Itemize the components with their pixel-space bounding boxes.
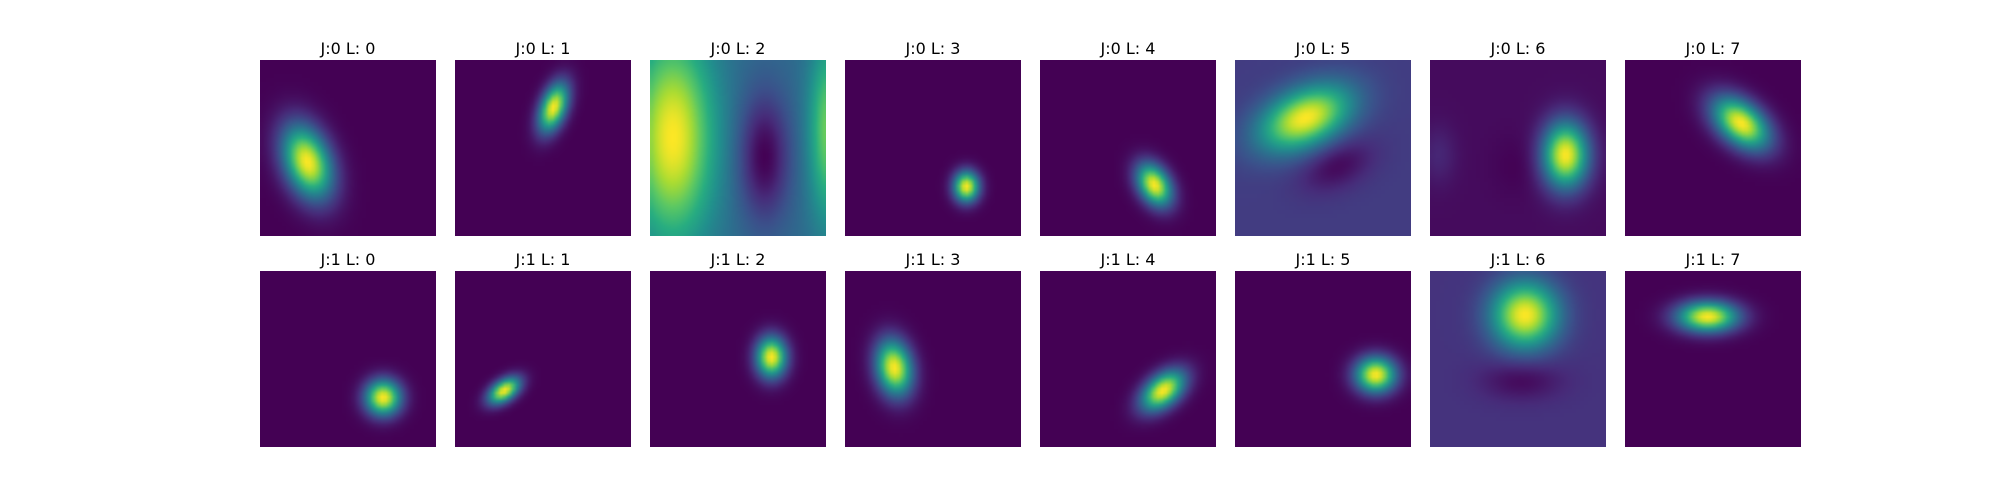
panel-title: J:1 L: 0 — [320, 250, 376, 269]
panel-title: J:1 L: 3 — [905, 250, 961, 269]
panel-j0-l4: J:0 L: 4 — [1040, 39, 1216, 236]
heatmap-image — [260, 271, 436, 447]
panel-j1-l0: J:1 L: 0 — [260, 250, 436, 447]
heatmap-image — [845, 271, 1021, 447]
panel-j0-l7: J:0 L: 7 — [1625, 39, 1801, 236]
heatmap-image — [1430, 60, 1606, 236]
heatmap-image — [1040, 60, 1216, 236]
panel-title: J:1 L: 5 — [1295, 250, 1351, 269]
panel-title: J:0 L: 3 — [905, 39, 961, 58]
panel-title: J:0 L: 1 — [515, 39, 571, 58]
panel-title: J:0 L: 0 — [320, 39, 376, 58]
heatmap-image — [1625, 60, 1801, 236]
panel-title: J:0 L: 4 — [1100, 39, 1156, 58]
heatmap-image — [455, 60, 631, 236]
panel-j1-l1: J:1 L: 1 — [455, 250, 631, 447]
panel-j1-l5: J:1 L: 5 — [1235, 250, 1411, 447]
heatmap-image — [1625, 271, 1801, 447]
heatmap-image — [650, 271, 826, 447]
panel-j1-l7: J:1 L: 7 — [1625, 250, 1801, 447]
panel-j0-l6: J:0 L: 6 — [1430, 39, 1606, 236]
panel-title: J:1 L: 2 — [710, 250, 766, 269]
panel-title: J:1 L: 4 — [1100, 250, 1156, 269]
panel-j0-l0: J:0 L: 0 — [260, 39, 436, 236]
panel-j1-l4: J:1 L: 4 — [1040, 250, 1216, 447]
panel-j1-l2: J:1 L: 2 — [650, 250, 826, 447]
heatmap-image — [1430, 271, 1606, 447]
heatmap-image — [1235, 60, 1411, 236]
panel-title: J:1 L: 7 — [1685, 250, 1741, 269]
heatmap-image — [845, 60, 1021, 236]
panel-title: J:1 L: 1 — [515, 250, 571, 269]
panel-j1-l3: J:1 L: 3 — [845, 250, 1021, 447]
panel-title: J:0 L: 7 — [1685, 39, 1741, 58]
heatmap-image — [1040, 271, 1216, 447]
panel-j0-l3: J:0 L: 3 — [845, 39, 1021, 236]
panel-title: J:0 L: 5 — [1295, 39, 1351, 58]
panel-j0-l2: J:0 L: 2 — [650, 39, 826, 236]
panel-j0-l1: J:0 L: 1 — [455, 39, 631, 236]
heatmap-image — [1235, 271, 1411, 447]
panel-title: J:1 L: 6 — [1490, 250, 1546, 269]
heatmap-image — [260, 60, 436, 236]
panel-j1-l6: J:1 L: 6 — [1430, 250, 1606, 447]
panel-grid: J:0 L: 0 J:0 L: 1 J:0 L: 2 J:0 L: 3 J:0 L: 4… — [260, 39, 1801, 447]
panel-j0-l5: J:0 L: 5 — [1235, 39, 1411, 236]
panel-title: J:0 L: 2 — [710, 39, 766, 58]
panel-title: J:0 L: 6 — [1490, 39, 1546, 58]
heatmap-image — [650, 60, 826, 236]
heatmap-image — [455, 271, 631, 447]
